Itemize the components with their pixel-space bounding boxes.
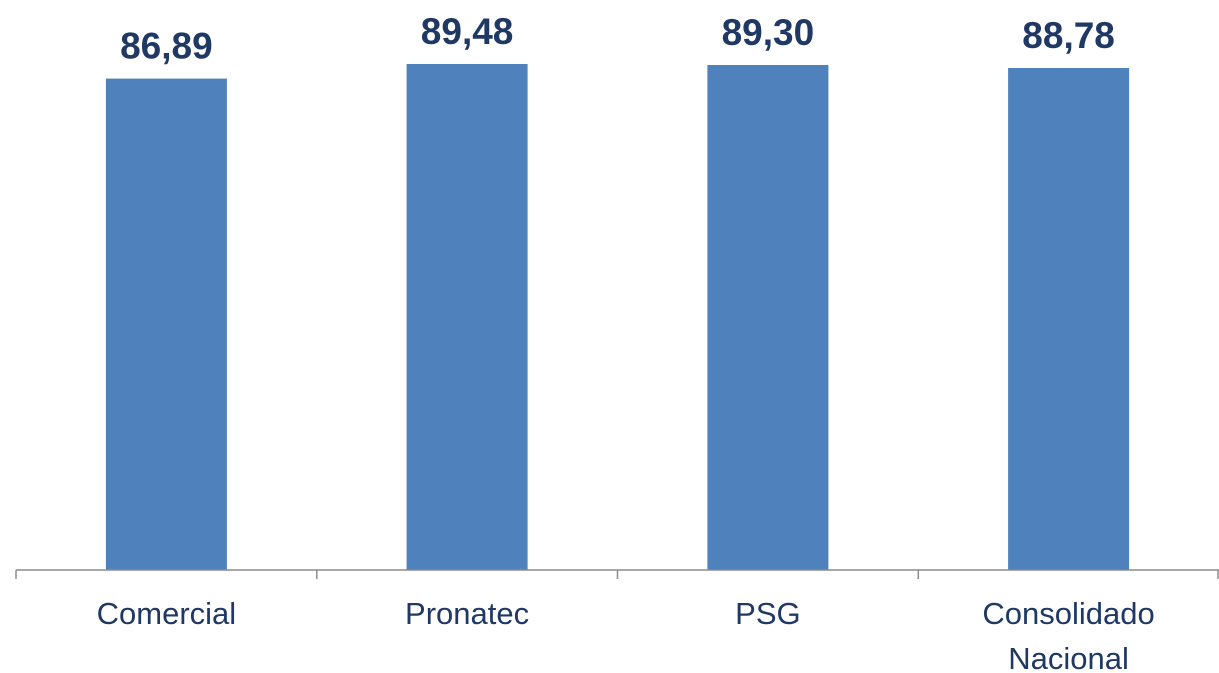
category-label-line: PSG [735, 596, 800, 631]
category-labels-group: Comercial Pronatec PSG Consolidado Nacional [97, 596, 1155, 673]
category-label: Comercial [97, 596, 237, 631]
category-label: Pronatec [405, 596, 529, 631]
x-axis [15, 569, 1219, 579]
bar-value-label: 88,78 [1022, 15, 1115, 56]
category-label: PSG [735, 596, 800, 631]
bars-group [105, 64, 1130, 570]
bar-value-label: 86,89 [120, 26, 213, 67]
bar [1008, 68, 1130, 570]
value-labels-group: 86,89 89,48 89,30 88,78 [120, 11, 1115, 67]
category-label-line: Comercial [97, 596, 237, 631]
category-label: Consolidado Nacional [982, 596, 1154, 673]
bar [406, 64, 528, 570]
bar [707, 65, 829, 570]
category-label-line: Consolidado [982, 596, 1154, 631]
bar-value-label: 89,30 [722, 12, 815, 53]
category-label-line: Pronatec [405, 596, 529, 631]
bar [105, 78, 227, 570]
bar-value-label: 89,48 [421, 11, 514, 52]
category-label-line: Nacional [1008, 641, 1129, 673]
